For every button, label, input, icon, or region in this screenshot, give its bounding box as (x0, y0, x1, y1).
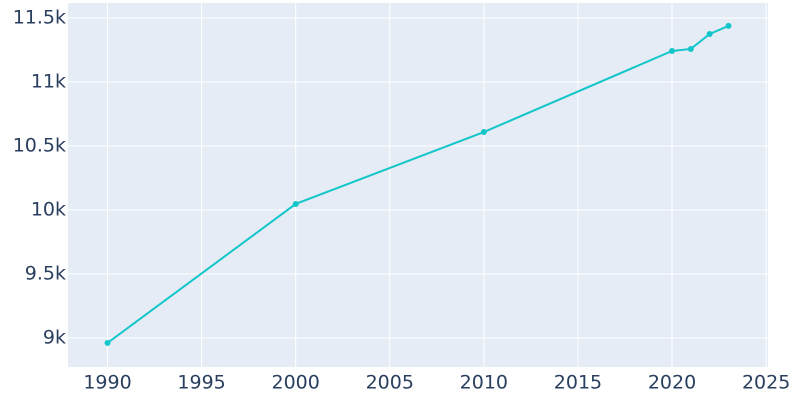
y-tick-label: 9.5k (25, 262, 66, 284)
x-tick-label: 1990 (83, 372, 131, 394)
y-tick-label: 11.5k (13, 6, 66, 28)
x-tick-label: 2025 (742, 372, 790, 394)
point (292, 200, 299, 207)
x-tick-label: 1995 (177, 372, 225, 394)
point (687, 45, 694, 52)
point (706, 30, 713, 37)
x-tick-label: 2010 (460, 372, 508, 394)
x-tick-label: 2020 (648, 372, 696, 394)
y-tick-label: 11k (31, 70, 66, 92)
point (104, 339, 111, 346)
x-tick-label: 2005 (366, 372, 414, 394)
point (480, 129, 487, 136)
y-tick-label: 9k (43, 326, 66, 348)
x-tick-label: 2000 (272, 372, 320, 394)
point (669, 47, 676, 54)
point (725, 22, 732, 29)
y-tick-label: 10.5k (13, 134, 66, 156)
y-tick-label: 10k (31, 198, 66, 220)
x-tick-label: 2015 (554, 372, 602, 394)
plot-area (68, 3, 768, 367)
